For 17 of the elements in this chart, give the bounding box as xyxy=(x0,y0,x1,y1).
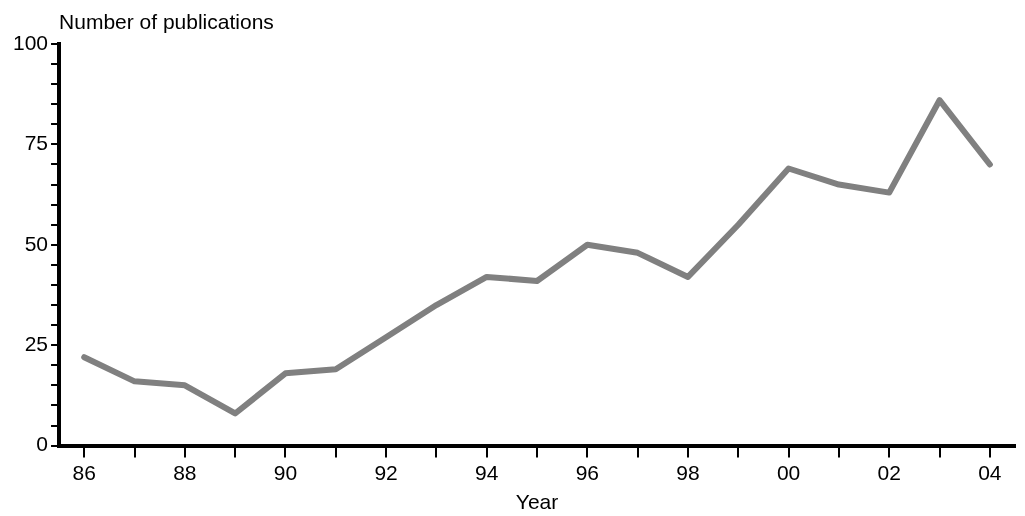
x-axis-title: Year xyxy=(515,490,559,514)
x-tick-label: 98 xyxy=(676,461,700,484)
x-tick-label: 00 xyxy=(776,461,801,484)
y-tick-label: 100 xyxy=(12,30,49,54)
y-tick-label: 75 xyxy=(24,131,49,155)
x-tick-label: 02 xyxy=(877,461,901,484)
x-tick-label: 94 xyxy=(475,461,499,484)
x-tick-label: 96 xyxy=(575,461,600,484)
x-tick-label: 86 xyxy=(72,461,96,484)
y-axis-title: Number of publications xyxy=(59,10,274,34)
y-tick-label: 0 xyxy=(36,432,49,456)
y-tick-label: 25 xyxy=(24,332,49,355)
x-tick-label: 92 xyxy=(374,461,398,484)
x-tick-label: 04 xyxy=(978,461,1002,484)
y-tick-label: 50 xyxy=(24,231,49,255)
x-tick-label: 90 xyxy=(273,461,298,484)
x-tick-label: 88 xyxy=(173,461,197,484)
